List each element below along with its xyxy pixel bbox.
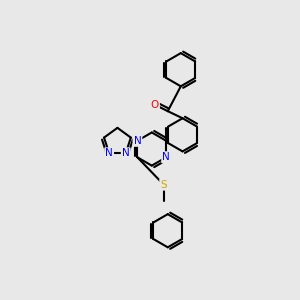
Text: N: N <box>122 148 130 158</box>
Text: S: S <box>160 180 167 190</box>
Text: N: N <box>105 148 113 158</box>
Text: N: N <box>134 136 141 146</box>
Text: O: O <box>151 100 159 110</box>
Text: N: N <box>162 152 170 162</box>
